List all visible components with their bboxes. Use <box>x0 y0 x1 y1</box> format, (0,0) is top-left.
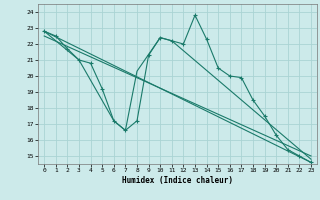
X-axis label: Humidex (Indice chaleur): Humidex (Indice chaleur) <box>122 176 233 185</box>
